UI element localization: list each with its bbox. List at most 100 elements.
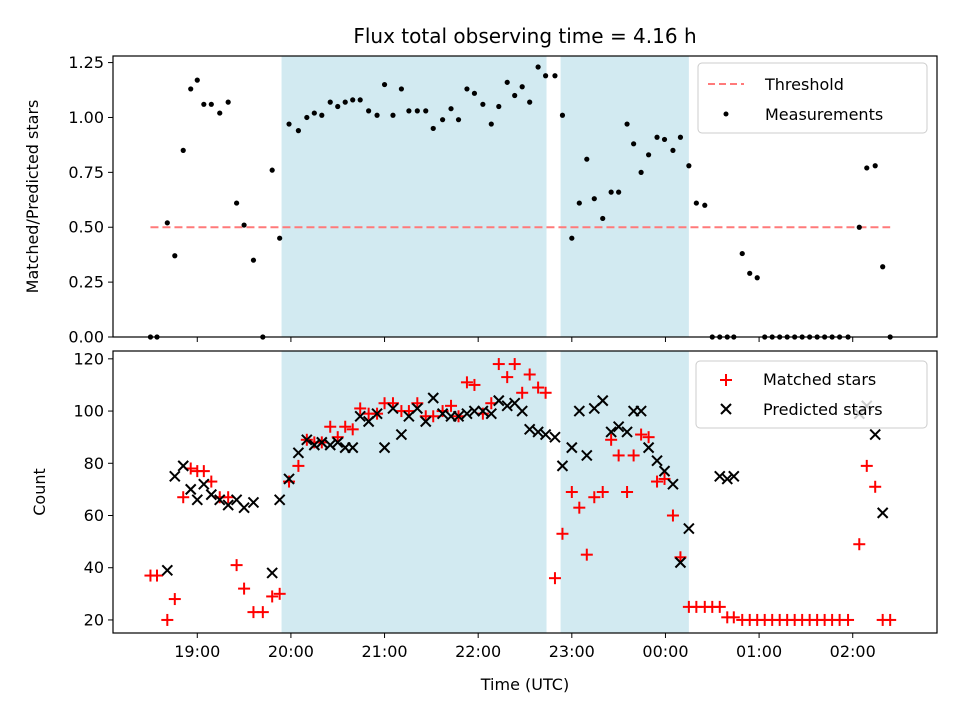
data-point (747, 270, 753, 276)
x-axis-label: Time (UTC) (480, 675, 569, 694)
data-point (316, 436, 328, 449)
data-point (347, 441, 359, 454)
data-point (556, 527, 569, 540)
y-tick-label: 40 (84, 558, 104, 577)
data-point (464, 86, 470, 92)
data-point (488, 121, 494, 127)
data-point (308, 439, 321, 451)
data-point (180, 147, 186, 153)
data-point (532, 426, 544, 438)
data-point (161, 564, 174, 577)
top-x-axis-ticks (196, 337, 854, 342)
data-point (651, 475, 664, 488)
y-tick-label: 0.75 (68, 163, 104, 182)
data-point (496, 103, 502, 110)
data-point (460, 376, 473, 389)
data-point (440, 117, 446, 123)
chart-title: Flux total observing time = 4.16 h (353, 24, 696, 48)
data-point (492, 358, 505, 371)
data-point (411, 402, 424, 415)
data-point (876, 507, 889, 519)
data-point (420, 415, 432, 428)
data-point (292, 459, 305, 472)
data-point (693, 200, 699, 206)
data-point (301, 434, 313, 446)
data-point (869, 480, 882, 493)
data-point (651, 454, 663, 467)
data-point (205, 488, 218, 501)
x-tick-label: 23:00 (549, 642, 595, 661)
data-point (230, 559, 243, 572)
data-point (721, 473, 733, 485)
data-point (395, 428, 408, 441)
data-point (269, 167, 275, 173)
top-y-axis-ticks: 0.00 0.25 0.50 0.75 1.00 1.25 (68, 53, 113, 347)
data-point (616, 189, 622, 195)
data-point (198, 478, 210, 490)
data-point (884, 613, 897, 626)
data-point (714, 470, 726, 483)
data-point (366, 108, 372, 114)
data-point (477, 405, 489, 417)
data-point (493, 394, 505, 407)
data-point (754, 275, 760, 281)
data-point (455, 117, 462, 123)
data-point (686, 163, 692, 169)
x-tick-label: 21:00 (361, 642, 407, 661)
data-point (548, 572, 561, 585)
data-point (584, 156, 590, 162)
bottom-axes-frame (112, 350, 938, 634)
bottom-panel: 20 40 60 80 100 120 19:00 20:00 21:00 22:00 23:00… (30, 349, 938, 694)
bottom-y-axis-label: Count (30, 468, 49, 516)
data-point (864, 165, 870, 171)
bottom-series (144, 358, 897, 626)
data-point (674, 556, 687, 569)
data-point (471, 90, 478, 96)
data-point (670, 147, 676, 153)
data-point (172, 253, 178, 259)
data-point (390, 112, 396, 118)
bottom-legend-box (695, 360, 928, 429)
data-point (273, 587, 286, 600)
y-tick-label: 1.25 (68, 53, 104, 72)
data-point (448, 106, 454, 112)
data-point (646, 152, 652, 158)
data-point (332, 436, 344, 449)
data-point (283, 473, 295, 485)
data-point (436, 407, 449, 420)
predicted-stars-points (161, 392, 889, 579)
data-point (519, 84, 525, 90)
data-point (677, 134, 684, 140)
data-point (319, 112, 325, 118)
bottom-x-axis-ticks: 19:00 20:00 21:00 22:00 23:00 00:00 01:00 02:00 (174, 633, 876, 661)
data-point (842, 613, 855, 626)
top-axes-frame (112, 55, 938, 338)
legend-predicted-swatch (720, 403, 732, 415)
data-point (516, 386, 529, 399)
data-point (556, 460, 569, 472)
data-point (591, 196, 597, 202)
data-point (642, 441, 655, 454)
x-tick-label: 22:00 (455, 642, 501, 661)
data-point (427, 410, 440, 423)
data-point (728, 470, 740, 483)
data-point (238, 582, 251, 595)
data-point (266, 590, 279, 603)
data-point (485, 407, 497, 420)
data-point (713, 600, 726, 613)
data-point (427, 392, 439, 404)
data-point (576, 200, 582, 206)
data-point (238, 501, 250, 514)
data-point (241, 222, 247, 228)
data-point (256, 606, 269, 619)
data-point (423, 108, 429, 114)
bottom-legend: Matched stars Predicted stars (695, 360, 928, 429)
data-point (559, 112, 566, 118)
data-point (342, 99, 348, 105)
data-point (539, 386, 552, 399)
data-point (621, 486, 634, 498)
data-point (201, 101, 207, 107)
data-point (565, 486, 578, 498)
data-point (666, 509, 679, 522)
